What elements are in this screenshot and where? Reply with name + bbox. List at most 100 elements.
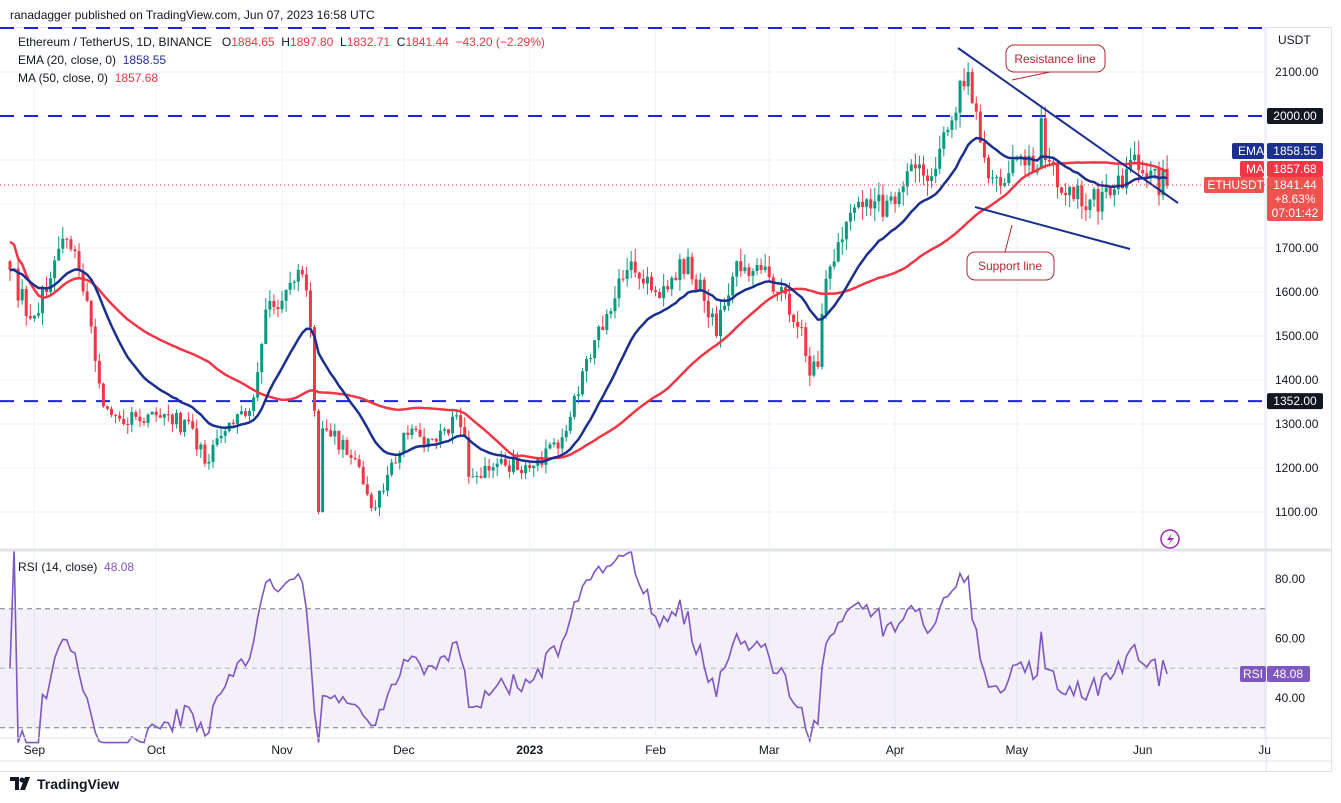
candle [394, 456, 398, 464]
candle [89, 300, 93, 334]
candle [410, 424, 414, 440]
candle-body [369, 494, 373, 509]
candle-body [1011, 159, 1015, 174]
tradingview-logo[interactable]: TradingView [10, 776, 119, 792]
candle [288, 271, 292, 296]
candle [991, 170, 995, 184]
candle [260, 342, 264, 384]
candle-body [146, 414, 150, 423]
candle [885, 194, 889, 218]
candle [73, 245, 77, 259]
candle-body [828, 266, 832, 279]
candle [463, 417, 467, 438]
candle-body [1133, 154, 1137, 160]
candle [211, 439, 215, 468]
candle [999, 168, 1003, 195]
candle [727, 283, 731, 312]
candle-body [520, 469, 524, 474]
rsi-value: 48.08 [104, 560, 135, 574]
candle-body [1080, 185, 1084, 207]
candle-body [763, 266, 767, 270]
support-trendline[interactable] [974, 206, 1131, 250]
candle [747, 263, 751, 282]
candle [40, 285, 44, 325]
candle-body [69, 239, 73, 250]
candle-body [755, 265, 759, 272]
ema-legend[interactable]: EMA (20, close, 0) 1858.55 [18, 53, 166, 67]
candle [666, 279, 670, 293]
rsi-axis-tick: 60.00 [1275, 632, 1305, 646]
candle-body [308, 290, 312, 328]
level-tag[interactable]: 1352.00 [1267, 393, 1323, 410]
candle [812, 355, 816, 378]
y-axis-tick: 2100.00 [1275, 65, 1319, 79]
candle [532, 465, 536, 478]
candle-body [390, 462, 394, 475]
level-tag[interactable]: 2000.00 [1267, 108, 1323, 124]
candle [28, 304, 32, 321]
candle-body [820, 314, 824, 367]
candle-body [625, 270, 629, 279]
candle [719, 301, 722, 348]
candle-body [528, 465, 532, 468]
support-callout[interactable]: Support line [966, 224, 1055, 281]
rsi-tag[interactable]: RSI 48.08 [1240, 665, 1310, 682]
candle [1133, 141, 1137, 164]
candle [146, 413, 150, 428]
candle-body [1043, 118, 1047, 160]
candle-body [61, 238, 65, 249]
tradingview-logo-icon [10, 777, 30, 790]
candle-body [1096, 189, 1100, 212]
candle [930, 168, 934, 189]
candle-body [446, 429, 450, 434]
candle [93, 318, 97, 372]
candle [325, 419, 329, 433]
candle [57, 236, 61, 262]
resistance-callout[interactable]: Resistance line [1005, 44, 1106, 81]
candle-body [337, 430, 341, 450]
candle-body [296, 269, 300, 282]
candle [24, 285, 28, 326]
resistance-trendline[interactable] [957, 47, 1179, 204]
y-axis-unit: USDT [1278, 33, 1311, 47]
candle-body [1108, 187, 1112, 196]
candle-body [264, 309, 268, 344]
candle [317, 409, 321, 515]
candle-body [1141, 170, 1145, 174]
candle-body [524, 465, 528, 474]
candle [114, 414, 118, 424]
candle-body [1116, 175, 1120, 190]
candle-body [459, 415, 463, 428]
candle-body [1060, 187, 1064, 193]
candle [377, 490, 381, 517]
ma-price-tag[interactable]: MA 1857.68 [1240, 161, 1323, 177]
candle [714, 306, 718, 338]
ma-legend[interactable]: MA (50, close, 0) 1857.68 [18, 71, 158, 85]
candle [548, 441, 552, 450]
candle-body [1088, 199, 1092, 211]
candle-body [20, 288, 24, 301]
candle-body [223, 431, 227, 436]
candle [629, 251, 633, 279]
candle [909, 159, 913, 172]
candle-body [410, 428, 414, 436]
candle-body [658, 292, 662, 299]
lightning-icon[interactable] [1160, 529, 1180, 549]
candle-body [698, 279, 702, 291]
candle-body [1076, 185, 1080, 200]
ema-price-tag[interactable]: EMA 1858.55 [1232, 143, 1323, 159]
last-price-tag[interactable]: ETHUSDT 1841.44+8.63%07:01:42 [1204, 177, 1323, 221]
candle [889, 191, 893, 205]
candle [568, 411, 572, 435]
candle-body [670, 277, 674, 290]
candle-body [938, 148, 942, 169]
candle [495, 458, 499, 477]
candle-body [613, 298, 617, 312]
candle [154, 407, 158, 422]
candle [483, 457, 487, 479]
rsi-legend[interactable]: RSI (14, close) 48.08 [18, 560, 134, 574]
candle-body [93, 326, 97, 361]
candle [292, 279, 296, 290]
symbol-legend[interactable]: Ethereum / TetherUS, 1D, BINANCE O1884.6… [18, 35, 545, 49]
